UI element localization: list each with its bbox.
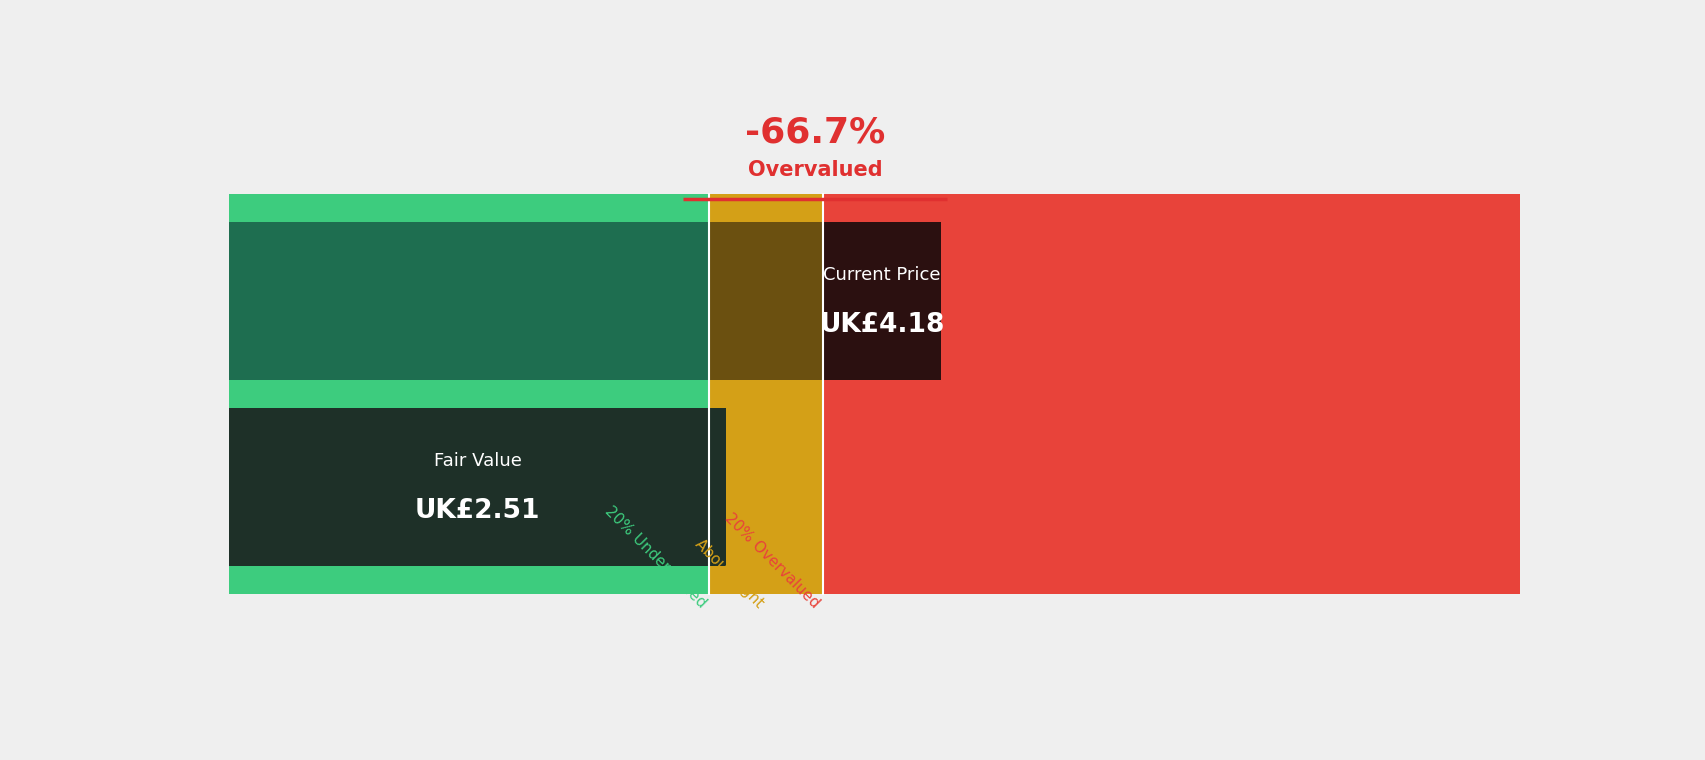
Text: -66.7%: -66.7%	[745, 116, 885, 149]
Text: Overvalued: Overvalued	[747, 160, 881, 180]
Bar	[822, 566, 1519, 594]
Bar	[822, 222, 941, 380]
Bar	[228, 408, 709, 566]
Bar	[228, 222, 709, 380]
Bar	[228, 380, 709, 408]
Bar	[822, 195, 1519, 222]
Bar	[228, 566, 709, 594]
Text: 20% Overvalued: 20% Overvalued	[721, 511, 822, 611]
Bar	[709, 222, 822, 380]
Bar	[228, 195, 709, 222]
Text: About Right: About Right	[691, 537, 766, 611]
Bar	[709, 408, 822, 566]
Text: Current Price: Current Price	[824, 266, 939, 284]
Bar	[709, 380, 822, 408]
Text: Fair Value: Fair Value	[433, 452, 522, 470]
Bar	[709, 195, 822, 222]
Text: UK£4.18: UK£4.18	[818, 312, 945, 337]
Bar	[709, 566, 822, 594]
Bar	[822, 408, 1519, 566]
Bar	[822, 222, 1519, 380]
Text: UK£2.51: UK£2.51	[414, 498, 540, 524]
Bar	[822, 380, 1519, 408]
Text: 20% Undervalued: 20% Undervalued	[602, 504, 709, 611]
Bar	[228, 408, 726, 566]
